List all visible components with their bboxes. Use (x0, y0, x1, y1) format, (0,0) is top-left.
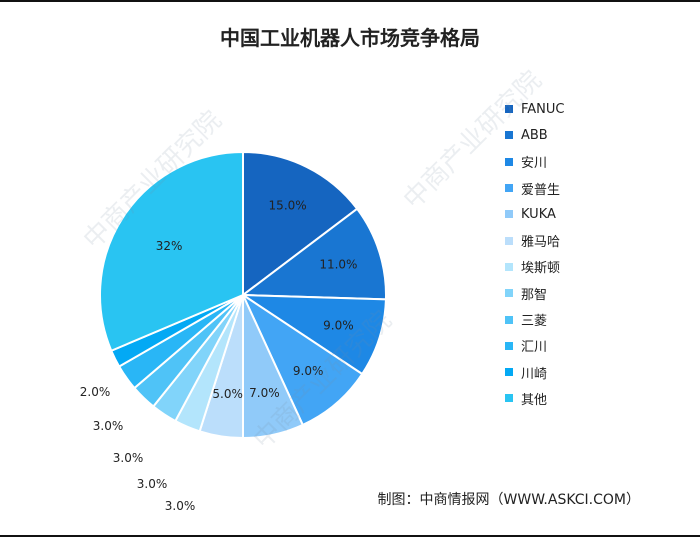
legend-item-9: 汇川 (505, 333, 625, 359)
legend-swatch (505, 105, 513, 114)
legend-label: 三菱 (521, 314, 548, 330)
slice-label-6: 3.0% (165, 499, 196, 513)
legend-swatch (505, 184, 513, 193)
chart-legend: FANUC ABB 安川爱普生 KUKA 雅马哈埃斯顿那智三菱汇川川崎其他 (505, 96, 625, 412)
legend-item-0: FANUC (505, 96, 625, 122)
legend-label: 爱普生 (521, 182, 561, 198)
legend-item-1: ABB (505, 122, 625, 148)
slice-label-8: 3.0% (113, 451, 144, 465)
slice-label-0: 15.0% (269, 198, 307, 212)
legend-label: 川崎 (521, 366, 548, 382)
pie-slice-0 (242, 150, 359, 298)
legend-swatch (505, 236, 513, 245)
legend-swatch (505, 368, 513, 377)
pie-slice-11 (99, 150, 244, 353)
legend-swatch (505, 394, 513, 403)
chart-title: 中国工业机器人市场竞争格局 (220, 26, 480, 50)
legend-label: 那智 (521, 287, 548, 303)
legend-item-11: 其他 (505, 385, 625, 411)
legend-item-2: 安川 (505, 149, 625, 175)
slice-label-10: 2.0% (80, 385, 111, 399)
legend-item-8: 三菱 (505, 306, 625, 332)
legend-label: 其他 (521, 392, 548, 408)
legend-item-10: 川崎 (505, 359, 625, 385)
legend-swatch (505, 131, 513, 140)
legend-item-6: 埃斯顿 (505, 254, 625, 280)
pie-slice-1 (240, 207, 387, 301)
legend-swatch (505, 210, 513, 219)
legend-label: 雅马哈 (521, 235, 561, 251)
slice-label-9: 3.0% (93, 419, 124, 433)
slice-label-3: 9.0% (293, 364, 324, 378)
slice-label-1: 11.0% (319, 258, 357, 272)
slice-label-11: 32% (156, 239, 183, 253)
slice-label-7: 3.0% (137, 477, 168, 491)
legend-label: 安川 (521, 156, 548, 172)
legend-item-7: 那智 (505, 280, 625, 306)
slice-label-5: 5.0% (212, 387, 243, 401)
legend-swatch (505, 341, 513, 350)
legend-swatch (505, 157, 513, 166)
legend-swatch (505, 289, 513, 298)
legend-swatch (505, 315, 513, 324)
legend-label: KUKA (521, 206, 556, 222)
legend-label: ABB (521, 127, 548, 143)
slice-label-2: 9.0% (323, 318, 354, 332)
source-note: 制图：中商情报网（WWW.ASKCI.COM） (377, 492, 640, 508)
legend-item-3: 爱普生 (505, 175, 625, 201)
legend-label: 汇川 (521, 340, 548, 356)
legend-label: 埃斯顿 (521, 261, 561, 277)
legend-label: FANUC (521, 101, 565, 117)
legend-swatch (505, 262, 513, 271)
legend-item-5: 雅马哈 (505, 227, 625, 253)
legend-item-4: KUKA (505, 201, 625, 227)
slice-label-4: 7.0% (249, 386, 280, 400)
